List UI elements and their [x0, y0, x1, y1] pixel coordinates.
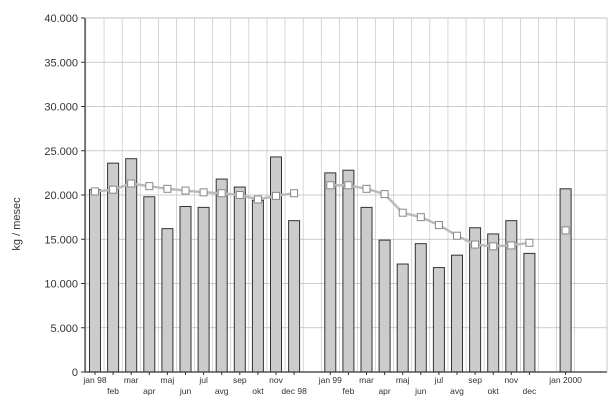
bar — [215, 178, 228, 373]
y-tick-label: 0 — [72, 367, 78, 379]
y-tick-label: 20.000 — [44, 190, 78, 202]
bar — [378, 239, 391, 373]
x-tick-label: jul — [434, 375, 444, 385]
x-tick-label: nov — [504, 375, 518, 385]
trend-marker — [434, 221, 443, 230]
bar — [125, 158, 138, 373]
y-axis-title: kg / mesec — [11, 197, 23, 251]
bar — [487, 233, 500, 373]
axes — [81, 17, 608, 375]
trend-marker — [453, 231, 461, 240]
bar — [469, 227, 482, 373]
x-tick-label: okt — [488, 386, 500, 396]
bar — [324, 172, 337, 373]
x-tick-label: dec — [523, 386, 537, 396]
x-tick-label: feb — [342, 386, 354, 396]
bar — [288, 220, 301, 373]
x-tick-label: dec 98 — [281, 386, 307, 396]
trend-marker — [561, 226, 570, 235]
bar — [89, 189, 101, 373]
x-tick-label: mar — [359, 375, 374, 385]
x-tick-label: okt — [252, 386, 264, 396]
bar — [143, 196, 156, 373]
trend-marker — [344, 181, 353, 190]
bar — [523, 252, 536, 373]
trend-marker — [290, 189, 299, 198]
trend-marker — [471, 240, 480, 249]
trend-marker — [489, 242, 498, 251]
trend-marker — [235, 191, 244, 199]
x-tick-label: jun — [414, 386, 427, 396]
trend-marker — [326, 181, 335, 190]
bar — [360, 206, 373, 373]
bar — [179, 206, 192, 373]
x-tick-label: feb — [107, 386, 119, 396]
x-tick-label: jan 2000 — [548, 375, 582, 385]
y-tick-label: 25.000 — [44, 146, 78, 158]
x-tick-label: maj — [161, 375, 175, 385]
bar — [233, 186, 246, 373]
bar — [414, 243, 427, 373]
x-tick-label: nov — [269, 375, 283, 385]
trend-marker — [380, 190, 389, 199]
x-tick-label: jan 98 — [82, 375, 106, 385]
trend-marker — [272, 191, 280, 200]
bar — [251, 199, 264, 373]
x-tick-label: avg — [450, 386, 464, 396]
trend-marker — [507, 241, 516, 250]
trend-marker — [253, 195, 262, 204]
bar — [559, 188, 572, 373]
bar — [451, 254, 463, 373]
x-tick-label: jun — [179, 386, 192, 396]
y-tick-label: 30.000 — [44, 102, 78, 114]
x-tick-label: jul — [198, 375, 208, 385]
bar — [432, 267, 445, 373]
y-tick-labels: 0 5.000 10.000 15.000 20.000 25.000 30.000 35.0… — [44, 13, 78, 379]
trend-marker — [199, 188, 208, 197]
trend-marker — [398, 208, 407, 217]
y-tick-label: 15.000 — [44, 234, 78, 246]
y-tick-label: 40.000 — [44, 13, 78, 25]
y-tick-label: 5.000 — [50, 323, 78, 335]
y-tick-label: 10.000 — [44, 279, 78, 291]
trend-marker — [127, 179, 136, 188]
trend-marker — [145, 182, 154, 191]
y-tick-label: 35.000 — [44, 57, 78, 69]
trend-marker — [416, 213, 425, 222]
trend-marker — [181, 186, 190, 195]
bar — [342, 169, 355, 373]
x-tick-label: mar — [124, 375, 139, 385]
bar-series — [89, 156, 572, 373]
trend-marker — [163, 184, 172, 193]
bar — [107, 162, 120, 373]
trend-marker — [109, 185, 118, 194]
x-tick-label: jan 99 — [318, 375, 342, 385]
bar — [161, 228, 174, 373]
x-tick-label: apr — [378, 386, 390, 396]
trend-marker — [91, 187, 99, 196]
x-tick-label: sep — [468, 375, 482, 385]
bar — [270, 156, 282, 373]
x-tick-label: sep — [233, 375, 247, 385]
bar — [197, 206, 210, 373]
bar — [396, 263, 409, 373]
trend-marker — [525, 238, 534, 247]
x-tick-label: avg — [215, 386, 229, 396]
x-tick-label: apr — [143, 386, 155, 396]
x-tick-labels: jan 98febmaraprmajjunjulavgsepoktnovdec … — [82, 375, 582, 396]
trend-marker — [362, 184, 371, 193]
trend-line-series — [91, 179, 570, 251]
x-tick-label: maj — [396, 375, 410, 385]
trend-marker — [217, 189, 226, 198]
